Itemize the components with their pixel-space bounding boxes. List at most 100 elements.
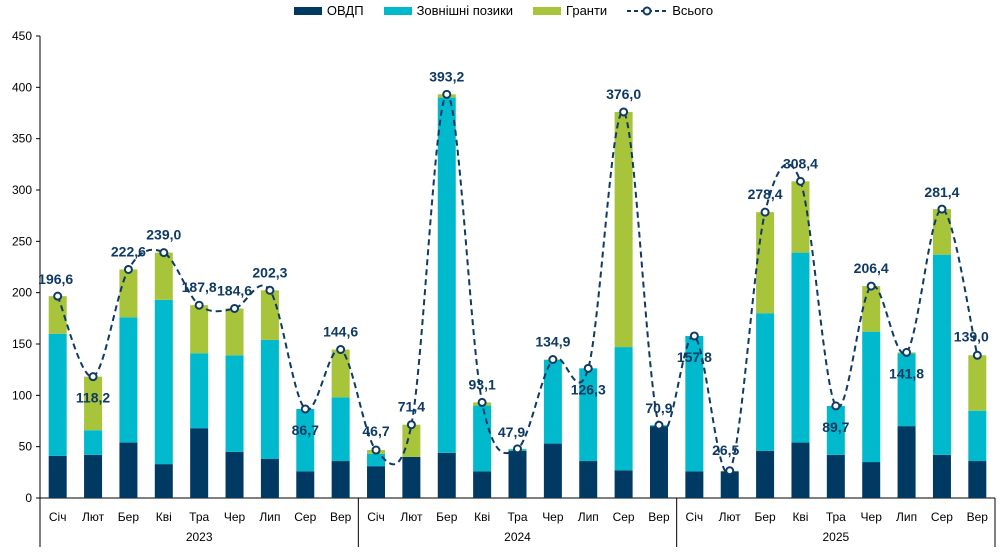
total-marker: [336, 345, 346, 355]
bar-ovdp: [649, 426, 668, 498]
total-data-label: 281,4: [924, 184, 959, 200]
x-tick-label: Кві: [474, 510, 490, 524]
bar-external-loans: [48, 333, 67, 456]
total-marker: [477, 397, 487, 407]
total-data-label: 118,2: [76, 390, 110, 406]
bar-ovdp: [826, 454, 845, 498]
bar-grants: [260, 290, 279, 340]
total-marker: [725, 466, 735, 476]
y-tick-label: 100: [12, 388, 32, 402]
total-marker: [654, 420, 664, 430]
legend-label: Гранти: [566, 3, 608, 18]
bar-grants: [84, 376, 103, 431]
bar-external-loans: [331, 397, 350, 462]
legend-item-ovdp: ОВДП: [293, 3, 364, 18]
total-data-label: 141,8: [889, 365, 924, 381]
bar-external-loans: [685, 335, 704, 472]
legend-swatch: [293, 6, 322, 15]
y-tick-label: 0: [25, 491, 32, 505]
bar-ovdp: [402, 456, 421, 498]
bar-grants: [968, 355, 987, 411]
x-tick-label: Лют: [719, 510, 742, 524]
total-marker: [583, 363, 593, 373]
year-label: 2023: [186, 530, 213, 544]
total-data-label: 222,6: [111, 243, 146, 259]
total-data-label: 144,6: [323, 324, 358, 340]
bar-grants: [791, 181, 810, 253]
bar-ovdp: [791, 442, 810, 498]
year-label: 2025: [822, 530, 849, 544]
y-tick-label: 200: [12, 286, 32, 300]
x-tick-label: Чер: [542, 510, 564, 524]
total-marker: [760, 207, 770, 217]
total-marker: [972, 350, 982, 360]
bar-external-loans: [367, 453, 386, 467]
x-tick-label: Вер: [330, 510, 352, 524]
total-marker: [831, 401, 841, 411]
bar-external-loans: [614, 347, 633, 471]
legend-label: ОВДП: [326, 3, 364, 18]
x-tick-label: Чер: [861, 510, 883, 524]
total-marker: [937, 204, 947, 214]
bar-external-loans: [968, 410, 987, 462]
bar-external-loans: [756, 313, 775, 451]
x-tick-label: Кві: [156, 510, 172, 524]
total-data-label: 126,3: [571, 381, 606, 397]
total-marker: [194, 300, 204, 310]
y-tick-label: 150: [12, 337, 32, 351]
bar-ovdp: [84, 454, 103, 498]
total-marker: [442, 89, 452, 99]
bar-external-loans: [190, 353, 209, 429]
total-marker: [619, 107, 629, 117]
x-tick-label: Вер: [648, 510, 670, 524]
bar-grants: [48, 296, 67, 334]
x-tick-label: Лют: [400, 510, 423, 524]
x-tick-label: Сер: [931, 510, 953, 524]
total-marker: [88, 372, 98, 382]
bar-external-loans: [579, 368, 598, 462]
bar-grants: [862, 286, 881, 332]
total-data-label: 308,4: [783, 155, 818, 171]
bar-grants: [932, 209, 951, 255]
legend-swatch: [383, 6, 412, 15]
y-tick-label: 350: [12, 132, 32, 146]
bar-external-loans: [862, 331, 881, 463]
bar-grants: [331, 349, 350, 398]
total-line: [56, 93, 979, 474]
total-marker: [230, 303, 240, 313]
total-marker: [300, 404, 310, 414]
bar-ovdp: [579, 461, 598, 498]
x-tick-label: Січ: [367, 510, 385, 524]
bar-external-loans: [932, 254, 951, 455]
total-marker: [371, 445, 381, 455]
x-tick-label: Бер: [118, 510, 140, 524]
x-tick-label: Вер: [967, 510, 989, 524]
bar-grants: [225, 308, 244, 356]
total-marker: [406, 420, 416, 430]
bar-external-loans: [260, 339, 279, 459]
bar-ovdp: [473, 471, 492, 498]
bar-grants: [614, 111, 633, 348]
bar-external-loans: [473, 405, 492, 472]
x-tick-label: Тра: [189, 510, 209, 524]
bar-external-loans: [543, 359, 562, 444]
total-data-label: 47,9: [498, 424, 525, 440]
total-marker: [866, 281, 876, 291]
x-tick-label: Лип: [578, 510, 599, 524]
total-data-label: 89,7: [822, 419, 849, 435]
bar-ovdp: [119, 442, 138, 498]
bar-grants: [154, 252, 173, 300]
total-marker: [265, 285, 275, 295]
bar-external-loans: [791, 252, 810, 443]
total-marker: [795, 176, 805, 186]
total-marker: [123, 264, 133, 274]
bar-ovdp: [296, 471, 315, 498]
x-tick-label: Тра: [507, 510, 527, 524]
legend-label: Зовнішні позики: [416, 3, 514, 18]
bar-ovdp: [543, 443, 562, 498]
y-tick-label: 300: [12, 183, 32, 197]
legend-item-total: Всього: [627, 3, 713, 18]
y-tick-label: 400: [12, 80, 32, 94]
bar-ovdp: [614, 470, 633, 498]
